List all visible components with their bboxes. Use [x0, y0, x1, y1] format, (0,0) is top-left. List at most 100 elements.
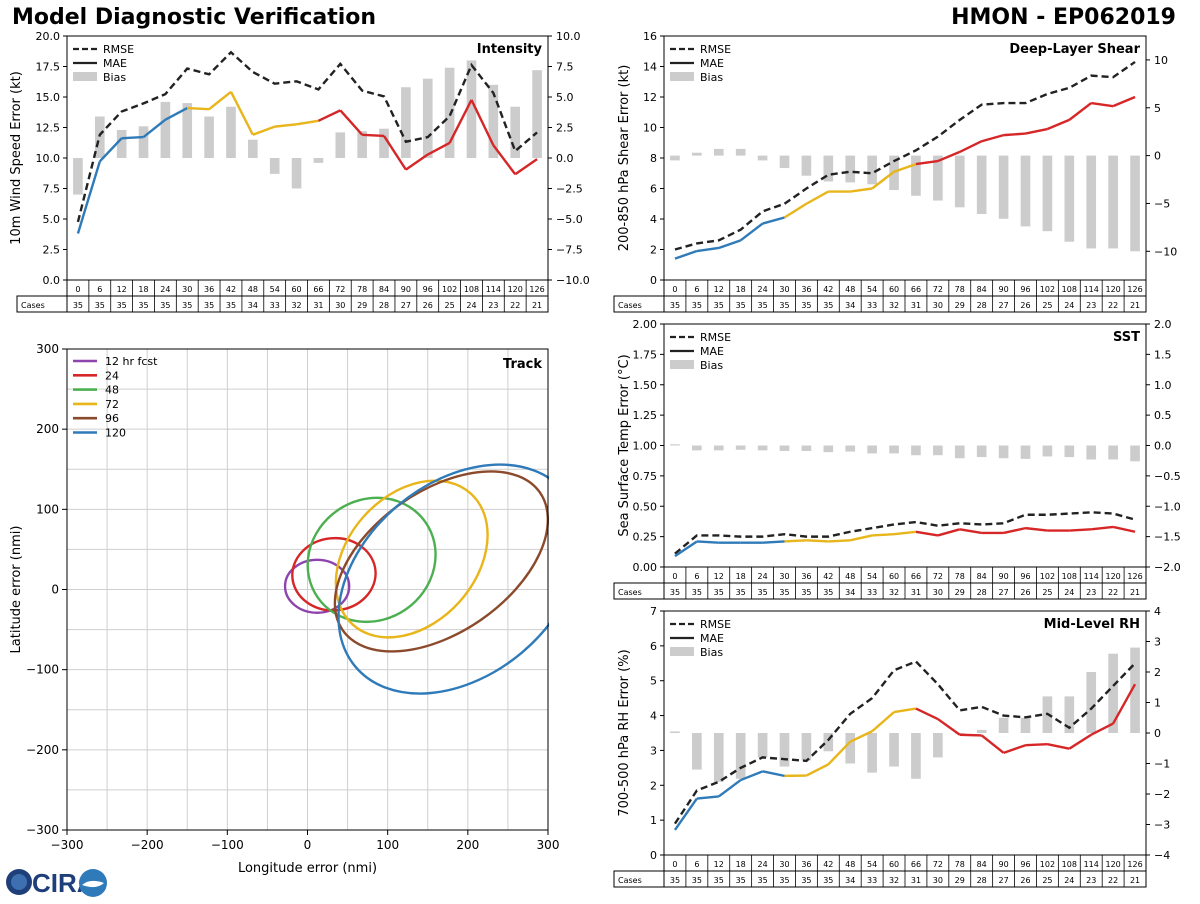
- shear-ytick-label: 6: [650, 183, 657, 196]
- sst-mae-segment: [763, 541, 785, 542]
- intensity-cases-label: Cases: [21, 301, 45, 310]
- sst-tau-label: 90: [998, 572, 1008, 581]
- rh-bias-bar: [845, 733, 855, 764]
- intensity-bias-bar: [292, 158, 302, 189]
- shear-case-count: 35: [736, 301, 746, 310]
- sst-legend-bias-swatch: [670, 360, 694, 369]
- shear-case-count: 35: [801, 301, 811, 310]
- intensity-case-count: 30: [335, 301, 345, 310]
- intensity-ytick-label: 0.0: [43, 274, 61, 287]
- sst-bias-bar: [867, 446, 877, 454]
- track-ytick-label: 200: [36, 422, 59, 436]
- shear-bias-bar: [1086, 156, 1096, 249]
- track-ytick-label: −200: [26, 743, 59, 757]
- shear-y2tick-label: −10: [1154, 245, 1177, 258]
- rh-mae-segment: [938, 719, 960, 735]
- shear-case-count: 31: [911, 301, 921, 310]
- sst-bias-bar: [1021, 446, 1031, 459]
- intensity-legend-mae-label: MAE: [103, 57, 127, 70]
- shear-y2tick-label: 10: [1154, 54, 1168, 67]
- rh-tau-label: 84: [977, 860, 987, 869]
- rh-bias-bar: [1021, 718, 1031, 733]
- rh-bias-bar: [780, 733, 790, 767]
- sst-bias-bar: [714, 446, 724, 451]
- shear-tau-label: 126: [1127, 285, 1142, 294]
- sst-mae-segment: [1069, 529, 1091, 530]
- intensity-case-count: 35: [95, 301, 105, 310]
- rh-mae-segment: [806, 764, 828, 775]
- rh-ytick-label: 7: [650, 605, 657, 618]
- sst-tau-label: 114: [1084, 572, 1099, 581]
- sst-bias-bar: [999, 446, 1009, 459]
- intensity-case-count: 22: [510, 301, 520, 310]
- sst-case-count: 35: [801, 588, 811, 597]
- sst-tau-label: 48: [845, 572, 855, 581]
- rh-y2tick-label: 1: [1154, 697, 1161, 710]
- rh-case-count: 30: [933, 876, 943, 885]
- shear-tau-label: 84: [977, 285, 987, 294]
- sst-bias-bar: [758, 446, 768, 451]
- shear-mae-segment: [697, 248, 719, 251]
- sst-y2tick-label: 0.5: [1154, 409, 1172, 422]
- rh-bias-bar: [933, 733, 943, 757]
- shear-case-count: 30: [933, 301, 943, 310]
- shear-tau-label: 24: [757, 285, 767, 294]
- track-legend-label: 24: [105, 369, 119, 382]
- rh-case-count: 23: [1086, 876, 1096, 885]
- sst-tau-label: 42: [823, 572, 833, 581]
- intensity-tau-label: 78: [357, 285, 367, 294]
- intensity-tau-label: 114: [486, 285, 501, 294]
- sst-panel-title: SST: [1113, 330, 1140, 345]
- intensity-y2tick-label: 0.0: [556, 152, 574, 165]
- shear-mae-segment: [1069, 103, 1091, 120]
- rh-case-count: 35: [670, 876, 680, 885]
- sst-ytick-label: 2.00: [633, 318, 658, 331]
- shear-bias-bar: [1130, 156, 1140, 252]
- intensity-legend-bias-swatch: [73, 72, 97, 81]
- track-legend-label: 96: [105, 412, 119, 425]
- rh-tau-label: 18: [736, 860, 746, 869]
- intensity-ytick-label: 20.0: [36, 30, 61, 43]
- sst-case-count: 34: [845, 588, 855, 597]
- intensity-case-count: 35: [204, 301, 214, 310]
- track-xtick-label: −200: [131, 838, 164, 852]
- intensity-legend-bias-label: Bias: [103, 71, 126, 84]
- sst-case-count: 30: [933, 588, 943, 597]
- rh-ytick-label: 2: [650, 779, 657, 792]
- sst-tau-label: 108: [1062, 572, 1077, 581]
- sst-legend-mae-label: MAE: [700, 345, 724, 358]
- shear-tau-label: 30: [779, 285, 789, 294]
- sst-case-count: 22: [1108, 588, 1118, 597]
- shear-mae-segment: [1026, 129, 1048, 134]
- shear-bias-bar: [1064, 156, 1074, 242]
- intensity-tau-label: 36: [204, 285, 214, 294]
- intensity-mae-segment: [187, 108, 209, 109]
- rh-legend-bias-swatch: [670, 647, 694, 656]
- intensity-bias-bar: [314, 158, 324, 163]
- intensity-bias-bar: [248, 140, 258, 158]
- sst-case-count: 35: [779, 588, 789, 597]
- shear-case-count: 33: [867, 301, 877, 310]
- rh-mae-segment: [872, 712, 894, 731]
- shear-tau-label: 60: [889, 285, 899, 294]
- intensity-ytick-label: 7.5: [43, 183, 61, 196]
- shear-tau-label: 12: [714, 285, 724, 294]
- intensity-tau-label: 96: [423, 285, 433, 294]
- sst-tau-label: 78: [955, 572, 965, 581]
- shear-mae-segment: [806, 192, 828, 204]
- shear-mae-segment: [785, 204, 807, 218]
- sst-ytick-label: 1.25: [633, 409, 658, 422]
- rh-ytick-label: 0: [650, 849, 657, 862]
- sst-mae-segment: [828, 540, 850, 541]
- intensity-bias-bar: [73, 158, 83, 195]
- rh-ytick-label: 6: [650, 640, 657, 653]
- intensity-bias-bar: [182, 103, 192, 158]
- sst-tau-label: 12: [714, 572, 724, 581]
- rh-panel-title: Mid-Level RH: [1044, 617, 1140, 632]
- rh-bias-bar: [977, 730, 987, 733]
- track-ytick-label: 0: [51, 583, 59, 597]
- rh-mae-segment: [916, 709, 938, 719]
- rh-tau-label: 0: [672, 860, 677, 869]
- intensity-bias-bar: [139, 126, 149, 158]
- track-clip-mask: [549, 344, 609, 835]
